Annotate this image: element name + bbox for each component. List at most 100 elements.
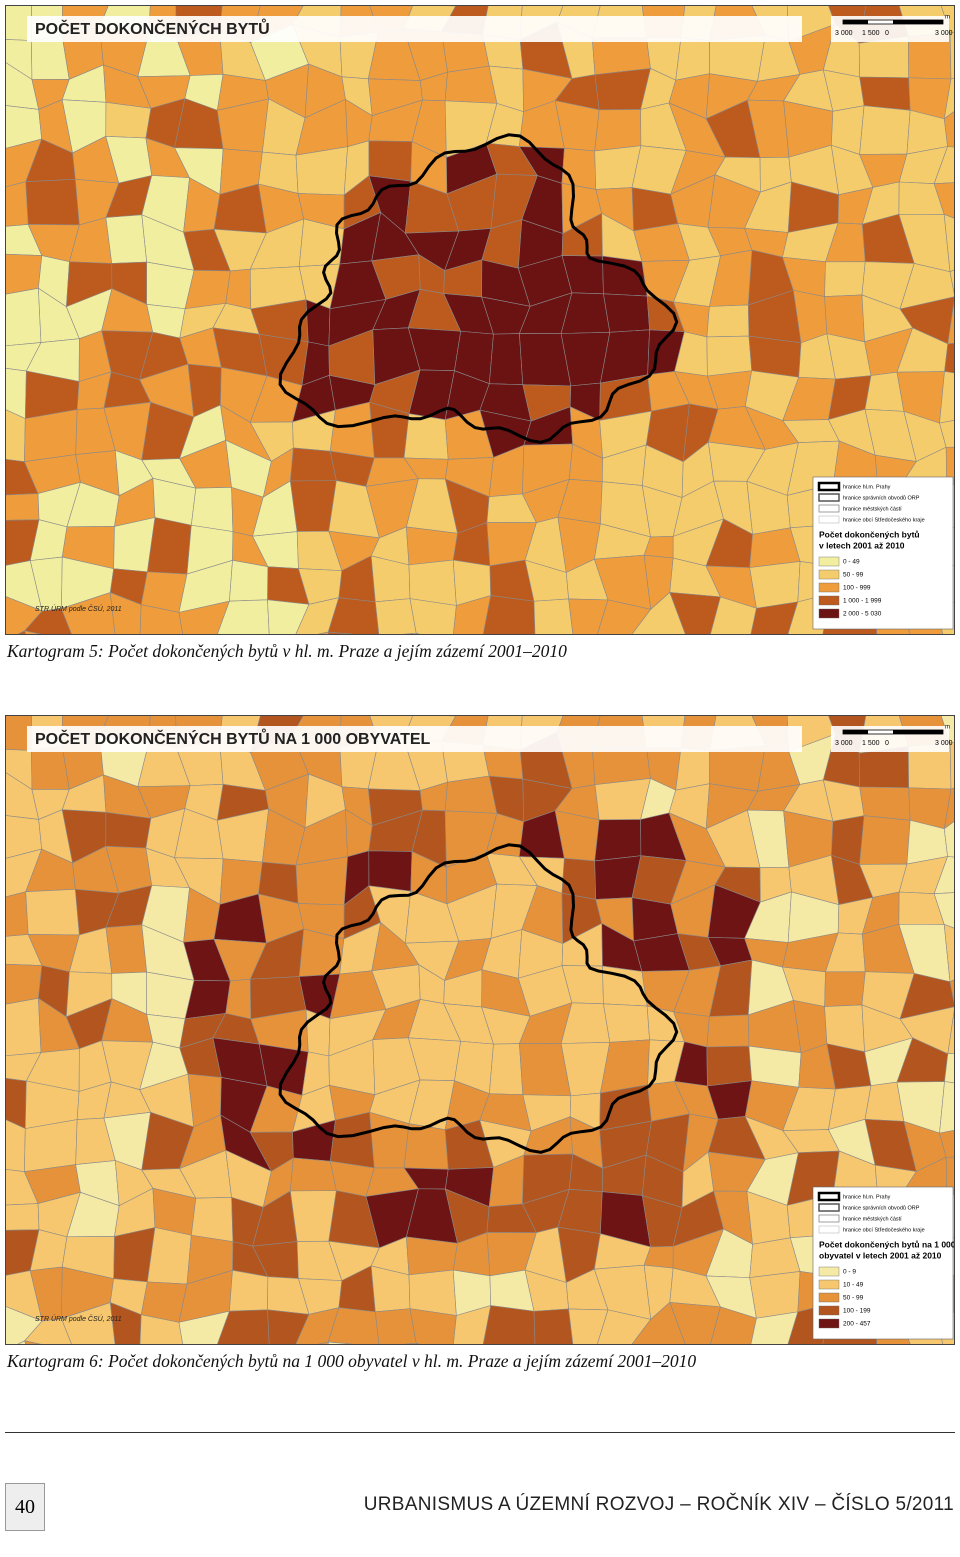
municipality [406,526,458,566]
municipality [5,287,42,347]
municipality [25,179,80,226]
legend-line-label: hranice městských částí [843,1216,902,1222]
legend-swatch [818,556,840,567]
municipality [859,815,911,865]
municipality [949,979,955,1008]
municipality [482,595,536,635]
municipality [109,1302,142,1345]
municipality [591,747,651,785]
municipality [225,978,252,1020]
municipality [290,480,337,532]
municipality [375,598,417,635]
municipality [603,1003,650,1043]
municipality [139,604,184,635]
municipality [533,1308,574,1345]
legend-label: 0 - 9 [843,1269,856,1276]
legend-label: 2 000 - 5 030 [843,611,882,618]
legend-line-swatch [818,1225,840,1234]
municipality [229,559,269,602]
scale-label: 1 500 [862,30,880,37]
map-frame [5,5,955,635]
legend-line-label: hranice obcí Středočeského kraje [843,1227,925,1233]
legend-line-label: hranice obcí Středočeského kraje [843,517,925,523]
municipality [594,109,642,152]
municipality [15,1340,27,1345]
municipality [24,409,78,463]
municipality [939,1081,955,1134]
municipality [943,110,955,148]
municipality [295,856,348,906]
municipality [25,889,80,936]
municipality [591,37,651,75]
municipality [706,304,750,338]
legend-swatch [818,1292,840,1303]
municipality [24,1340,46,1345]
municipality [945,446,955,485]
municipality [933,892,955,929]
municipality [943,787,955,830]
municipality [709,744,766,792]
municipality [631,1301,686,1345]
municipality [5,891,29,937]
municipality [939,419,955,448]
municipality [225,268,252,310]
municipality [406,1236,458,1276]
municipality [375,1308,417,1345]
municipality [824,971,866,1007]
municipality [229,1269,269,1312]
municipality [489,333,524,386]
municipality [61,1302,116,1345]
legend-line-label: hranice hl.m. Prahy [843,1194,891,1200]
municipality [5,493,40,521]
municipality [949,32,955,80]
municipality [5,997,42,1057]
municipality [216,1309,270,1345]
municipality [267,1309,310,1345]
municipality [147,1227,192,1285]
legend-label: 0 - 49 [843,559,860,566]
legend-line-swatch [817,481,841,492]
legend-line-label: hranice správních obvodů ORP [843,1204,920,1211]
municipality [949,742,955,790]
map-title: POČET DOKONČENÝCH BYTŮ NA 1 000 OBYVATEL [35,728,431,748]
municipality [533,598,574,635]
municipality [290,447,337,482]
scale-label: 0 [885,30,889,37]
caption: Kartogram 5: Počet dokončených bytů v hl… [7,641,567,661]
legend-swatch [818,1305,840,1316]
legend-swatch [818,608,840,619]
legend-line-swatch [817,1191,841,1202]
municipality [409,1308,457,1345]
legend-label: 50 - 99 [843,1295,864,1302]
municipality [15,630,27,635]
municipality [631,591,686,635]
municipality [748,1045,802,1088]
scale-unit: m [945,15,950,21]
municipality [706,335,753,377]
scale-bar [893,20,943,24]
municipality [603,293,650,333]
legend-swatch [818,582,840,593]
legend-line-label: hranice hl.m. Prahy [843,484,891,490]
municipality [675,37,710,81]
journal-name: URBANISMUS A ÚZEMNÍ ROZVOJ – ROČNÍK XIV … [363,1494,954,1515]
municipality [105,811,152,849]
municipality [290,1157,337,1192]
legend-label: 100 - 199 [843,1308,871,1315]
municipality [594,819,642,862]
municipality [105,924,148,974]
municipality [295,146,348,196]
municipality [933,856,955,895]
municipality [859,105,911,155]
legend-swatch [818,1318,840,1329]
municipality [109,592,142,635]
municipality [216,599,270,635]
legend-line-swatch [818,504,840,513]
municipality [24,608,73,635]
municipality [749,1271,801,1319]
municipality [709,34,766,82]
municipality [943,923,955,983]
municipality [933,146,955,185]
scale-unit: m [945,725,950,731]
